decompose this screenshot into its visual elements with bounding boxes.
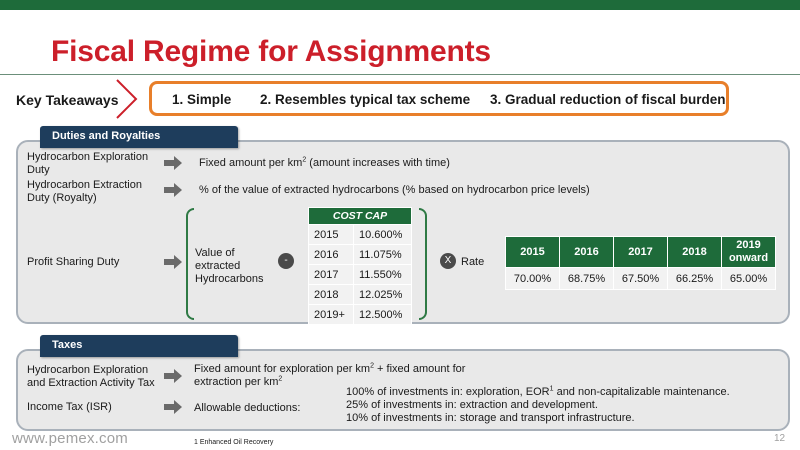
extraction-duty-label: Hydrocarbon Extraction Duty (Royalty) [27,179,142,204]
cost-cap-header: COST CAP [308,207,412,225]
rate-year-header: 2018 [667,236,722,268]
table-row: 2018 12.025% [308,284,412,305]
cost-cap-year: 2015 [308,224,354,245]
rate-value: 66.25% [667,267,722,290]
title-divider [0,74,800,75]
profit-sharing-label: Profit Sharing Duty [27,256,120,268]
duties-tab: Duties and Royalties [40,126,238,148]
cost-cap-year: 2017 [308,264,354,285]
exploration-duty-label: Hydrocarbon Exploration Duty [27,151,149,176]
income-tax-label: Income Tax (ISR) [27,401,112,413]
arrow-right-icon [164,255,182,269]
cost-cap-value: 12.025% [353,284,412,305]
deductions-label: Allowable deductions: [194,402,301,414]
table-row: 2019+ 12.500% [308,304,412,325]
rate-table: 2015 2016 2017 2018 2019 onward 70.00% 6… [505,236,776,290]
extraction-duty-desc: % of the value of extracted hydrocarbons… [199,184,590,196]
minus-operator: - [278,253,294,269]
footer-url: www.pemex.com [12,430,128,447]
formula-bracket-right [419,208,427,320]
arrow-right-icon [164,400,182,414]
page-number: 12 [774,433,786,444]
rate-value: 67.50% [613,267,668,290]
taxes-panel [16,349,790,431]
table-row: 2016 11.075% [308,244,412,265]
arrow-right-icon [164,183,182,197]
taxes-tab: Taxes [40,335,238,357]
rate-year-header: 2016 [559,236,614,268]
key-takeaways-box: 1. Simple 2. Resembles typical tax schem… [149,81,729,116]
rate-value: 70.00% [505,267,560,290]
cost-cap-value: 10.600% [353,224,412,245]
takeaway-item: 3. Gradual reduction of fiscal burden [490,92,726,107]
deductions-list: 100% of investments in: exploration, EOR… [346,385,730,424]
cost-cap-value: 11.550% [353,264,412,285]
page-title: Fiscal Regime for Assignments [51,35,491,68]
cost-cap-value: 12.500% [353,304,412,325]
rate-value: 65.00% [721,267,776,290]
rate-year-header: 2019 onward [721,236,776,268]
takeaway-item: 2. Resembles typical tax scheme [260,92,471,107]
table-row: 2015 10.600% [308,224,412,245]
rate-year-header: 2017 [613,236,668,268]
arrow-right-icon [164,369,182,383]
formula-bracket-left [186,208,194,320]
cost-cap-year: 2018 [308,284,354,305]
key-takeaways-label: Key Takeaways [16,92,119,108]
top-brand-bar [0,0,800,10]
exploration-duty-desc: Fixed amount per km2 (amount increases w… [199,156,450,169]
activity-tax-desc: Fixed amount for exploration per km2 + f… [194,362,466,388]
chevron-right-icon [116,79,138,119]
multiply-operator: X [440,253,456,269]
cost-cap-year: 2016 [308,244,354,265]
arrow-right-icon [164,156,182,170]
takeaway-item: 1. Simple [172,92,232,107]
cost-cap-value: 11.075% [353,244,412,265]
cost-cap-year: 2019+ [308,304,354,325]
rate-value: 68.75% [559,267,614,290]
rate-label: Rate [461,256,485,268]
extracted-value-label: Value of extracted Hydrocarbons [195,247,264,285]
footnote: 1 Enhanced Oil Recovery [194,439,274,446]
cost-cap-table: COST CAP 2015 10.600% 2016 11.075% 2017 … [308,207,412,325]
rate-year-header: 2015 [505,236,560,268]
activity-tax-label: Hydrocarbon Exploration and Extraction Ac… [27,364,155,389]
table-row: 2017 11.550% [308,264,412,285]
table-row: 70.00% 68.75% 67.50% 66.25% 65.00% [505,267,776,290]
